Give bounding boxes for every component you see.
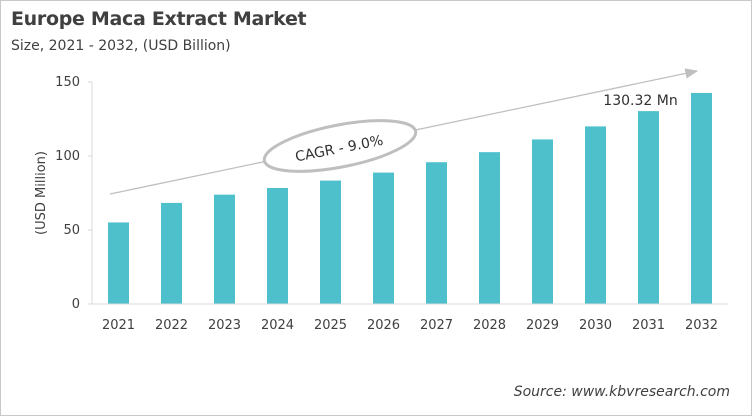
x-tick-label: 2024 bbox=[261, 318, 294, 333]
bar-2032 bbox=[691, 92, 712, 305]
bar-2026 bbox=[373, 172, 394, 304]
y-tick-label: 50 bbox=[63, 223, 80, 238]
x-tick-label: 2022 bbox=[155, 318, 188, 333]
bar-2023 bbox=[214, 194, 235, 304]
bar-2030 bbox=[585, 126, 606, 305]
y-tick-label: 100 bbox=[55, 149, 80, 164]
bar-2028 bbox=[479, 152, 500, 304]
bar-2024 bbox=[267, 187, 288, 304]
chart-subtitle: Size, 2021 - 2032, (USD Billion) bbox=[11, 38, 231, 54]
bar-2025 bbox=[320, 180, 341, 304]
x-tick-label: 2031 bbox=[632, 318, 665, 333]
x-tick-label: 2028 bbox=[473, 318, 506, 333]
source-note: Source: www.kbvresearch.com bbox=[513, 384, 730, 400]
x-tick-label: 2029 bbox=[526, 318, 559, 333]
bar-2022 bbox=[161, 202, 182, 304]
bar-2029 bbox=[532, 139, 553, 304]
cagr-ellipse bbox=[262, 119, 418, 173]
y-axis-label: (USD Million) bbox=[34, 151, 49, 235]
y-tick-label: 0 bbox=[72, 297, 80, 312]
x-tick-label: 2023 bbox=[208, 318, 241, 333]
x-tick-label: 2027 bbox=[420, 318, 453, 333]
x-tick-label: 2032 bbox=[685, 318, 718, 333]
x-tick-label: 2021 bbox=[102, 318, 135, 333]
x-tick-label: 2026 bbox=[367, 318, 400, 333]
bar-2031 bbox=[638, 111, 659, 304]
bar-2021 bbox=[108, 222, 129, 304]
x-tick-label: 2025 bbox=[314, 318, 347, 333]
bar-2027 bbox=[426, 162, 447, 304]
y-tick-label: 150 bbox=[55, 75, 80, 90]
value-label-2031: 130.32 Mn bbox=[603, 93, 677, 109]
chart-title: Europe Maca Extract Market bbox=[11, 8, 307, 30]
x-tick-label: 2030 bbox=[579, 318, 612, 333]
